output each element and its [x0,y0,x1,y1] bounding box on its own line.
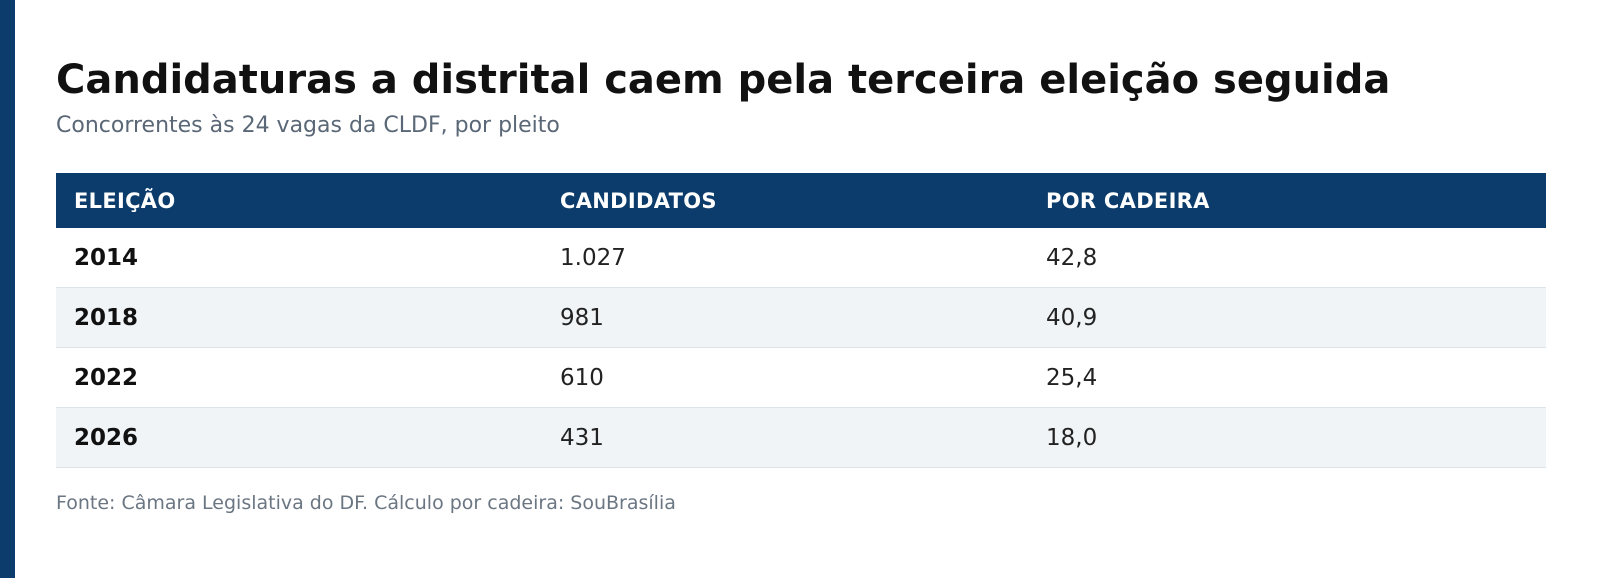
column-header-por-cadeira: POR CADEIRA [1028,173,1546,228]
table-row: 2022 610 25,4 [56,347,1546,408]
accent-bar [0,0,15,578]
table-row: 2014 1.027 42,8 [56,228,1546,288]
year-cell: 2026 [56,407,542,468]
per-seat-cell: 25,4 [1028,347,1546,408]
candidates-cell: 431 [542,407,1028,468]
source-note: Fonte: Câmara Legislativa do DF. Cálculo… [56,492,676,514]
per-seat-cell: 18,0 [1028,407,1546,468]
data-table: ELEIÇÃO CANDIDATOS POR CADEIRA 2014 1.02… [56,173,1546,468]
year-cell: 2022 [56,347,542,408]
per-seat-cell: 42,8 [1028,228,1546,288]
chart-container: Candidaturas a distrital caem pela terce… [56,54,1546,514]
table-row: 2018 981 40,9 [56,287,1546,348]
year-cell: 2014 [56,228,542,288]
chart-subtitle: Concorrentes às 24 vagas da CLDF, por pl… [56,113,560,138]
candidates-cell: 1.027 [542,228,1028,288]
table-header-row: ELEIÇÃO CANDIDATOS POR CADEIRA [56,173,1546,228]
column-header-candidatos: CANDIDATOS [542,173,1028,228]
chart-title: Candidaturas a distrital caem pela terce… [56,57,1391,103]
column-header-eleicao: ELEIÇÃO [56,173,542,228]
candidates-cell: 610 [542,347,1028,408]
per-seat-cell: 40,9 [1028,287,1546,348]
candidates-cell: 981 [542,287,1028,348]
year-cell: 2018 [56,287,542,348]
table-row: 2026 431 18,0 [56,407,1546,468]
